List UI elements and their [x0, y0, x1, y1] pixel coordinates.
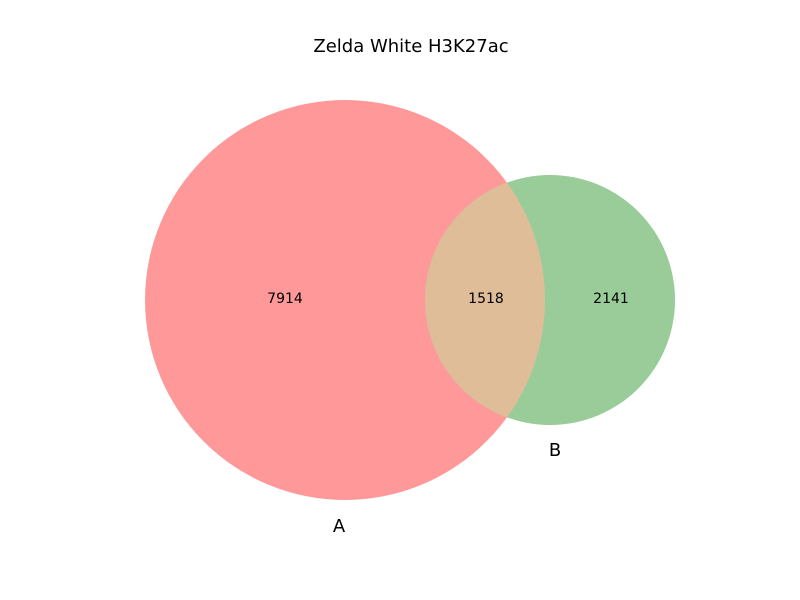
chart-title: Zelda White H3K27ac: [313, 36, 508, 57]
set-b-label: B: [549, 440, 561, 461]
intersection-count: 1518: [468, 291, 504, 307]
set-b-only-count: 2141: [593, 291, 629, 307]
set-a-label: A: [333, 516, 346, 537]
set-a-circle: [145, 100, 545, 500]
set-a-only-count: 7914: [267, 291, 303, 307]
